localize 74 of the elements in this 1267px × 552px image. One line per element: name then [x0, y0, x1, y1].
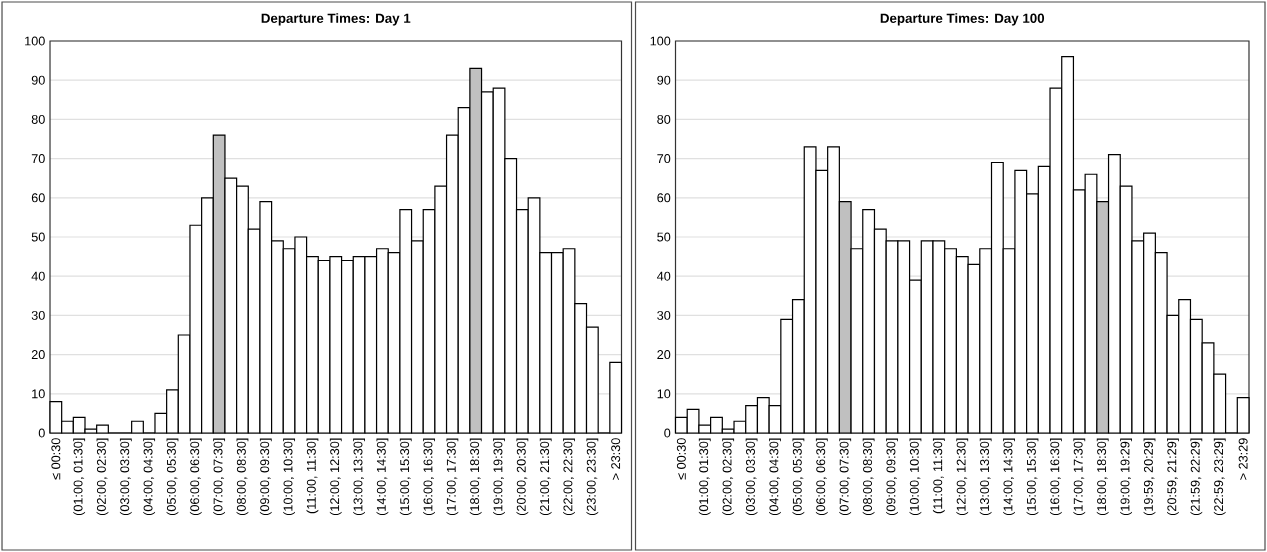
x-tick-label: (01:00, 01:30] — [698, 438, 711, 516]
y-tick-label: 60 — [657, 193, 671, 203]
y-tick-label: 70 — [31, 154, 45, 164]
y-tick-label: 90 — [657, 75, 671, 85]
x-tick-label: (12:00, 12:30] — [329, 438, 342, 516]
y-tick-label: 50 — [657, 232, 671, 242]
x-tick-label: (06:00, 06:30] — [815, 438, 828, 516]
chart-title: Departure Times: Day 1 — [261, 13, 411, 26]
x-tick-label: (07:00, 07:30] — [839, 438, 852, 516]
y-tick-label: 60 — [31, 193, 45, 203]
x-tick-label: (03:00, 03:30] — [119, 438, 132, 516]
y-tick-label: 50 — [31, 232, 45, 242]
y-tick-label: 0 — [664, 428, 671, 438]
x-tick-label: (20:00, 20:30] — [516, 438, 529, 516]
x-tick-label: (04:00, 04:30] — [769, 438, 781, 516]
x-tick-label: (22:59, 23:29] — [1213, 438, 1226, 516]
x-tick-label: (19:00, 19:30] — [493, 438, 505, 516]
x-tick-label: (17:00, 17:30] — [446, 438, 459, 516]
x-tick-label: (20:59, 21:29] — [1167, 438, 1179, 516]
x-tick-label: (02:00, 02:30] — [96, 438, 109, 516]
x-tick-label: (14:00, 14:30] — [376, 438, 389, 516]
x-tick-label: (03:00, 03:30] — [745, 438, 758, 516]
y-tick-label: 80 — [31, 114, 45, 124]
x-tick-label: (09:00, 09:30] — [259, 438, 272, 516]
x-tick-label: (15:00, 15:30] — [399, 438, 412, 516]
x-tick-label: (19:59, 20:29] — [1143, 438, 1156, 516]
x-tick-label: (16:00, 16:30] — [423, 438, 435, 516]
x-tick-label: (01:00, 01:30] — [73, 438, 86, 516]
x-tick-label: > 23:30 — [611, 438, 621, 480]
x-tick-label: (14:00, 14:30] — [1003, 438, 1015, 516]
y-tick-label: 20 — [31, 350, 45, 360]
x-tick-label: ≤ 00:30 — [676, 438, 686, 480]
y-tick-label: 70 — [657, 154, 671, 164]
y-tick-label: 30 — [31, 310, 45, 320]
x-tick-label: > 23:29 — [1238, 438, 1248, 480]
x-tick-label: (16:00, 16:30] — [1049, 438, 1062, 516]
x-tick-label: (08:00, 08:30] — [236, 438, 249, 516]
x-tick-label: (10:00, 10:30] — [909, 438, 922, 516]
y-tick-label: 20 — [657, 350, 671, 360]
y-tick-label: 100 — [25, 36, 45, 46]
x-tick-label: (08:00, 08:30] — [862, 438, 875, 516]
x-tick-label: (15:00, 15:30] — [1026, 438, 1039, 516]
y-tick-label: 90 — [31, 75, 45, 85]
x-tick-label: (05:00, 05:30] — [792, 438, 805, 516]
x-tick-label: (05:00, 05:30] — [166, 438, 179, 516]
x-tick-label: ≤ 00:30 — [51, 438, 61, 480]
y-tick-label: 10 — [32, 389, 45, 399]
x-tick-label: (19:00, 19:29] — [1120, 438, 1133, 516]
x-tick-label: (13:00, 13:30] — [979, 438, 992, 516]
y-tick-label: 30 — [657, 310, 671, 320]
x-tick-label: (22:00, 22:30] — [563, 438, 575, 516]
x-tick-label: (11:00, 11:30] — [306, 438, 319, 514]
x-tick-label: (02:00, 02:30] — [722, 438, 735, 516]
x-tick-label: (21:00, 21:30] — [539, 438, 552, 516]
x-tick-label: (18:00, 18:30] — [469, 438, 482, 516]
x-tick-label: (09:00, 09:30] — [886, 438, 898, 516]
chart-title: Departure Times: Day 100 — [880, 13, 1045, 26]
y-tick-label: 0 — [38, 428, 45, 438]
x-tick-label: (12:00, 12:30] — [956, 438, 969, 516]
y-tick-label: 40 — [31, 271, 45, 281]
y-tick-label: 10 — [657, 389, 671, 399]
x-tick-label: (18:00, 18:30] — [1096, 438, 1109, 516]
y-tick-label: 100 — [650, 36, 671, 46]
y-tick-label: 40 — [657, 271, 671, 281]
x-tick-label: (23:00, 23:30] — [586, 438, 599, 516]
x-tick-label: (07:00, 07:30] — [213, 438, 226, 516]
x-tick-label: (13:00, 13:30] — [353, 438, 365, 516]
x-tick-label: (10:00, 10:30] — [283, 438, 296, 516]
x-tick-label: (06:00, 06:30] — [189, 438, 202, 516]
x-tick-label: (17:00, 17:30] — [1073, 438, 1086, 516]
x-tick-label: (04:00, 04:30] — [143, 438, 156, 516]
x-tick-label: (11:00, 11:30] — [932, 438, 945, 514]
y-tick-label: 80 — [657, 114, 671, 124]
x-tick-label: (21:59, 22:29] — [1190, 438, 1203, 516]
